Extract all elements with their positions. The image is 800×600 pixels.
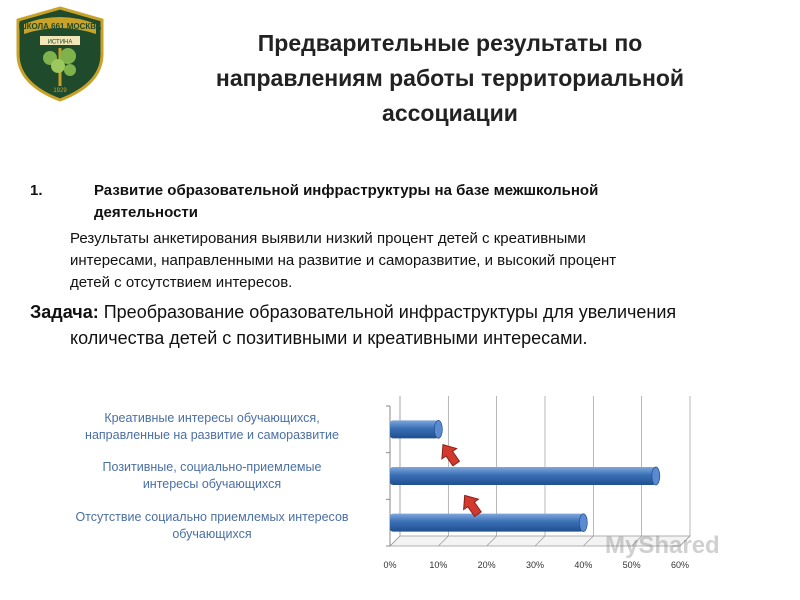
category-label-line: Отсутствие социально приемлемых интересо… xyxy=(75,510,349,524)
bar xyxy=(390,420,439,439)
grid-line xyxy=(679,535,691,547)
task-paragraph: Задача: Преобразование образовательной и… xyxy=(30,299,790,351)
bar xyxy=(390,513,584,532)
grid-line xyxy=(583,535,594,547)
bar-cap xyxy=(578,513,588,533)
category-label-line: направленные на развитие и саморазвитие xyxy=(85,428,339,442)
bar-cap xyxy=(651,466,661,486)
category-label-line: интересы обучающихся xyxy=(142,477,282,491)
x-tick-label: 20% xyxy=(478,560,496,570)
grid-line xyxy=(389,535,401,547)
bar xyxy=(390,467,656,485)
watermark: MyShared xyxy=(605,532,720,559)
task-text: количества детей с позитивными и креатив… xyxy=(70,328,588,348)
x-tick-label: 30% xyxy=(526,560,544,570)
heading-line: деятельности xyxy=(94,204,198,221)
x-tick-label: 60% xyxy=(671,560,689,570)
results-paragraph: Результаты анкетирования выявили низкий … xyxy=(70,228,770,294)
title-line: ассоциации xyxy=(382,100,518,126)
grid-line xyxy=(438,535,449,547)
section-heading: Развитие образовательной инфраструктуры … xyxy=(94,180,734,224)
grid-line xyxy=(486,535,497,547)
results-line: детей с отсутствием интересов. xyxy=(70,274,293,291)
increase-arrow-icon xyxy=(441,444,461,467)
x-tick-label: 40% xyxy=(574,560,592,570)
category-label: Позитивные, социально-приемлемые интерес… xyxy=(52,459,372,493)
bar-chart: Креативные интересы обучающихся, направл… xyxy=(60,388,780,600)
x-tick-label: 50% xyxy=(623,560,641,570)
increase-arrow-icon xyxy=(463,494,482,518)
school-logo: ШКОЛА 661 МОСКВА ИСТИНА 1929 xyxy=(6,4,114,104)
category-label-line: Креативные интересы обучающихся, xyxy=(104,411,320,425)
category-label-line: Позитивные, социально-приемлемые xyxy=(102,460,322,474)
x-tick-label: 10% xyxy=(429,560,447,570)
heading-line: Развитие образовательной инфраструктуры … xyxy=(94,182,599,199)
results-line: Результаты анкетирования выявили низкий … xyxy=(70,230,586,247)
grid-line xyxy=(631,535,642,547)
category-label-line: обучающихся xyxy=(172,527,252,541)
category-label: Отсутствие социально приемлемых интересо… xyxy=(52,509,372,543)
grid-line xyxy=(534,535,546,547)
task-text: Преобразование образовательной инфрастру… xyxy=(98,302,677,322)
chart-plot: 0% 10% 20% 30% 40% 50% 60% xyxy=(383,396,691,570)
bar-cap xyxy=(433,419,443,439)
x-tick-label: 0% xyxy=(383,560,396,570)
title-line: направлениям работы территориальной xyxy=(215,65,685,91)
category-label: Креативные интересы обучающихся, направл… xyxy=(52,410,372,444)
results-line: интересами, направленными на развитие и … xyxy=(70,252,617,269)
svg-text:ИСТИНА: ИСТИНА xyxy=(48,40,73,46)
title-line: Предварительные результаты по xyxy=(257,30,643,56)
svg-text:1929: 1929 xyxy=(53,88,67,94)
task-label: Задача: xyxy=(30,302,99,322)
svg-text:ШКОЛА 661 МОСКВА: ШКОЛА 661 МОСКВА xyxy=(19,22,102,31)
page-title: Предварительные результаты по направлени… xyxy=(150,26,750,131)
list-number: 1. xyxy=(30,182,43,199)
